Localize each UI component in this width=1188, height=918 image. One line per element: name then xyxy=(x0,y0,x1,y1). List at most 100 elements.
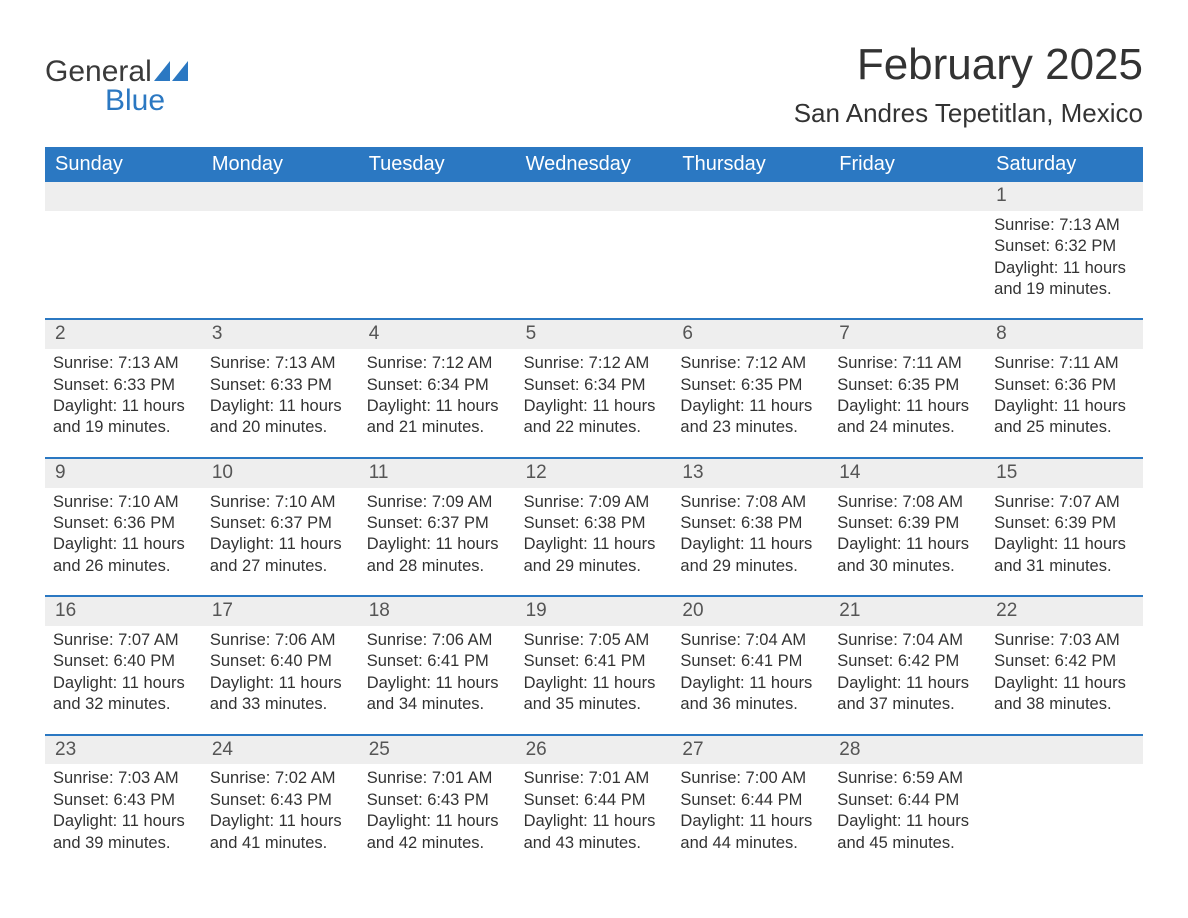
sunrise-text: Sunrise: 7:10 AM xyxy=(53,492,194,513)
day-number: 1 xyxy=(986,182,1143,211)
sunset-text: Sunset: 6:40 PM xyxy=(210,651,351,672)
day-cell: 5Sunrise: 7:12 AMSunset: 6:34 PMDaylight… xyxy=(516,318,673,456)
sunset-text: Sunset: 6:35 PM xyxy=(837,375,978,396)
day-number: 21 xyxy=(829,595,986,626)
weekday-header: Sunday xyxy=(45,147,202,182)
daylight-text: Daylight: 11 hours and 37 minutes. xyxy=(837,673,978,716)
week-row: 2Sunrise: 7:13 AMSunset: 6:33 PMDaylight… xyxy=(45,318,1143,456)
day-cell: 19Sunrise: 7:05 AMSunset: 6:41 PMDayligh… xyxy=(516,595,673,733)
day-number: 6 xyxy=(672,318,829,349)
empty-day-cell xyxy=(359,182,516,318)
day-number: 16 xyxy=(45,595,202,626)
day-number xyxy=(829,182,986,211)
daylight-text: Daylight: 11 hours and 34 minutes. xyxy=(367,673,508,716)
daylight-text: Daylight: 11 hours and 43 minutes. xyxy=(524,811,665,854)
day-cell: 15Sunrise: 7:07 AMSunset: 6:39 PMDayligh… xyxy=(986,457,1143,595)
sunset-text: Sunset: 6:43 PM xyxy=(367,790,508,811)
day-number xyxy=(202,182,359,211)
day-cell: 18Sunrise: 7:06 AMSunset: 6:41 PMDayligh… xyxy=(359,595,516,733)
day-cell: 8Sunrise: 7:11 AMSunset: 6:36 PMDaylight… xyxy=(986,318,1143,456)
daylight-text: Daylight: 11 hours and 27 minutes. xyxy=(210,534,351,577)
day-number: 19 xyxy=(516,595,673,626)
day-cell: 11Sunrise: 7:09 AMSunset: 6:37 PMDayligh… xyxy=(359,457,516,595)
day-cell: 21Sunrise: 7:04 AMSunset: 6:42 PMDayligh… xyxy=(829,595,986,733)
weekday-header: Wednesday xyxy=(516,147,673,182)
day-number: 2 xyxy=(45,318,202,349)
sunrise-text: Sunrise: 7:06 AM xyxy=(367,630,508,651)
weekday-header: Saturday xyxy=(986,147,1143,182)
sunset-text: Sunset: 6:38 PM xyxy=(680,513,821,534)
week-row: 16Sunrise: 7:07 AMSunset: 6:40 PMDayligh… xyxy=(45,595,1143,733)
month-title: February 2025 xyxy=(794,40,1143,90)
title-block: February 2025 San Andres Tepetitlan, Mex… xyxy=(794,40,1143,141)
brand-text: General Blue xyxy=(45,58,188,115)
sunrise-text: Sunrise: 7:08 AM xyxy=(680,492,821,513)
day-number: 15 xyxy=(986,457,1143,488)
sunrise-text: Sunrise: 7:04 AM xyxy=(837,630,978,651)
day-number xyxy=(45,182,202,211)
sunrise-text: Sunrise: 6:59 AM xyxy=(837,768,978,789)
day-number: 4 xyxy=(359,318,516,349)
daylight-text: Daylight: 11 hours and 45 minutes. xyxy=(837,811,978,854)
daylight-text: Daylight: 11 hours and 24 minutes. xyxy=(837,396,978,439)
day-cell: 3Sunrise: 7:13 AMSunset: 6:33 PMDaylight… xyxy=(202,318,359,456)
sunset-text: Sunset: 6:34 PM xyxy=(524,375,665,396)
sunrise-text: Sunrise: 7:13 AM xyxy=(53,353,194,374)
sunrise-text: Sunrise: 7:11 AM xyxy=(837,353,978,374)
day-cell: 4 Sunrise: 7:12 AMSunset: 6:34 PMDaylight… xyxy=(359,318,516,456)
sunrise-text: Sunrise: 7:12 AM xyxy=(367,353,508,374)
daylight-text: Daylight: 11 hours and 39 minutes. xyxy=(53,811,194,854)
day-number xyxy=(516,182,673,211)
brand-logo: General Blue xyxy=(45,40,188,115)
sunrise-text: Sunrise: 7:03 AM xyxy=(994,630,1135,651)
day-cell: 16Sunrise: 7:07 AMSunset: 6:40 PMDayligh… xyxy=(45,595,202,733)
sunset-text: Sunset: 6:34 PM xyxy=(367,375,508,396)
sunset-text: Sunset: 6:32 PM xyxy=(994,236,1135,257)
day-cell: 1Sunrise: 7:13 AMSunset: 6:32 PMDaylight… xyxy=(986,182,1143,318)
sunset-text: Sunset: 6:37 PM xyxy=(210,513,351,534)
weekday-header: Friday xyxy=(829,147,986,182)
sunrise-text: Sunrise: 7:09 AM xyxy=(367,492,508,513)
day-cell: 14Sunrise: 7:08 AMSunset: 6:39 PMDayligh… xyxy=(829,457,986,595)
daylight-text: Daylight: 11 hours and 41 minutes. xyxy=(210,811,351,854)
daylight-text: Daylight: 11 hours and 19 minutes. xyxy=(53,396,194,439)
sunrise-text: Sunrise: 7:12 AM xyxy=(524,353,665,374)
sunset-text: Sunset: 6:44 PM xyxy=(524,790,665,811)
day-number: 7 xyxy=(829,318,986,349)
sunset-text: Sunset: 6:43 PM xyxy=(53,790,194,811)
sunrise-text: Sunrise: 7:07 AM xyxy=(53,630,194,651)
daylight-text: Daylight: 11 hours and 31 minutes. xyxy=(994,534,1135,577)
sunrise-text: Sunrise: 7:01 AM xyxy=(367,768,508,789)
daylight-text: Daylight: 11 hours and 33 minutes. xyxy=(210,673,351,716)
sunrise-text: Sunrise: 7:01 AM xyxy=(524,768,665,789)
day-cell: 27Sunrise: 7:00 AMSunset: 6:44 PMDayligh… xyxy=(672,734,829,872)
sunset-text: Sunset: 6:39 PM xyxy=(994,513,1135,534)
daylight-text: Daylight: 11 hours and 26 minutes. xyxy=(53,534,194,577)
daylight-text: Daylight: 11 hours and 21 minutes. xyxy=(367,396,508,439)
daylight-text: Daylight: 11 hours and 22 minutes. xyxy=(524,396,665,439)
day-cell: 24Sunrise: 7:02 AMSunset: 6:43 PMDayligh… xyxy=(202,734,359,872)
weekday-header: Thursday xyxy=(672,147,829,182)
day-cell: 9Sunrise: 7:10 AMSunset: 6:36 PMDaylight… xyxy=(45,457,202,595)
day-cell: 25Sunrise: 7:01 AMSunset: 6:43 PMDayligh… xyxy=(359,734,516,872)
daylight-text: Daylight: 11 hours and 38 minutes. xyxy=(994,673,1135,716)
sunset-text: Sunset: 6:41 PM xyxy=(367,651,508,672)
sunrise-text: Sunrise: 7:12 AM xyxy=(680,353,821,374)
day-number: 10 xyxy=(202,457,359,488)
sunrise-text: Sunrise: 7:02 AM xyxy=(210,768,351,789)
daylight-text: Daylight: 11 hours and 25 minutes. xyxy=(994,396,1135,439)
day-number xyxy=(672,182,829,211)
daylight-text: Daylight: 11 hours and 20 minutes. xyxy=(210,396,351,439)
sunrise-text: Sunrise: 7:09 AM xyxy=(524,492,665,513)
day-number: 23 xyxy=(45,734,202,765)
day-number: 8 xyxy=(986,318,1143,349)
daylight-text: Daylight: 11 hours and 44 minutes. xyxy=(680,811,821,854)
sunset-text: Sunset: 6:35 PM xyxy=(680,375,821,396)
location-subtitle: San Andres Tepetitlan, Mexico xyxy=(794,98,1143,129)
day-number xyxy=(986,734,1143,765)
daylight-text: Daylight: 11 hours and 42 minutes. xyxy=(367,811,508,854)
day-number: 27 xyxy=(672,734,829,765)
sunset-text: Sunset: 6:41 PM xyxy=(524,651,665,672)
sunrise-text: Sunrise: 7:04 AM xyxy=(680,630,821,651)
day-number: 20 xyxy=(672,595,829,626)
